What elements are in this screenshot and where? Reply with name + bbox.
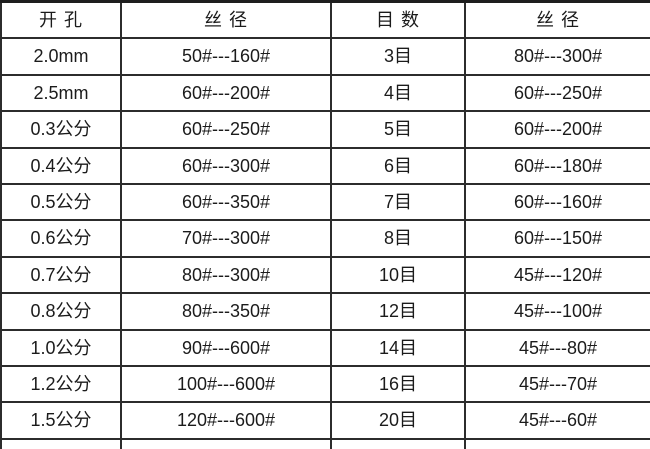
header-wire-diameter-1: 丝 径 [120,0,332,40]
table-cell: 1.2公分 [0,365,122,404]
table-cell: 5目 [330,110,466,149]
table-cell: 3目 [330,37,466,76]
table-cell: 60#---250# [464,73,650,113]
header-wire-diameter-2: 丝 径 [464,0,650,40]
table-cell: 90#---600# [120,328,332,368]
table-row: 1.0公分 90#---600# 14目 45#---80# [0,328,650,368]
table-cell: 45#---60# [464,401,650,440]
table-cell: 2.0mm [0,37,122,76]
table-cell: 60#---250# [120,110,332,149]
table-cell: 0.5公分 [0,183,122,222]
table-cell: 16目 [330,365,466,404]
table-cell: 7目 [330,183,466,222]
table-cell: 45#---120# [464,255,650,295]
table-cell: 0.4公分 [0,146,122,186]
table-row: 2.5mm 60#---200# 4目 60#---250# [0,73,650,113]
table-cell: 12目 [330,292,466,331]
table-row: 0.3公分 60#---250# 5目 60#---200# [0,110,650,149]
table-cell-empty [464,437,650,449]
header-mesh-count: 目 数 [330,0,466,40]
table-cell: 8目 [330,219,466,258]
table-cell: 80#---350# [120,292,332,331]
table-cell: 1.0公分 [0,328,122,368]
table-cell: 4目 [330,73,466,113]
table-cell: 120#---600# [120,401,332,440]
table-cell: 70#---300# [120,219,332,258]
table-row: 0.5公分 60#---350# 7目 60#---160# [0,183,650,222]
table-cell: 80#---300# [464,37,650,76]
table-cell: 60#---160# [464,183,650,222]
table-row: 2.0mm 50#---160# 3目 80#---300# [0,37,650,76]
table-row: 1.2公分 100#---600# 16目 45#---70# [0,365,650,404]
table-cell: 60#---180# [464,146,650,186]
table-cell: 0.6公分 [0,219,122,258]
table-cell: 45#---100# [464,292,650,331]
table-cell: 10目 [330,255,466,295]
table-cell: 2.5mm [0,73,122,113]
table-row: 0.6公分 70#---300# 8目 60#---150# [0,219,650,258]
table-row: 1.5公分 120#---600# 20目 45#---60# [0,401,650,440]
table-cell: 60#---200# [464,110,650,149]
table-cell-empty [330,437,466,449]
table-cell: 80#---300# [120,255,332,295]
table-cell: 45#---70# [464,365,650,404]
table-header-row: 开 孔 丝 径 目 数 丝 径 [0,0,650,40]
table-row-partial [0,437,650,449]
table-cell: 45#---80# [464,328,650,368]
table-cell: 20目 [330,401,466,440]
table-cell: 1.5公分 [0,401,122,440]
table-cell: 0.7公分 [0,255,122,295]
table-cell: 60#---200# [120,73,332,113]
table-row: 0.4公分 60#---300# 6目 60#---180# [0,146,650,186]
table-cell-empty [120,437,332,449]
table-cell: 6目 [330,146,466,186]
table-cell: 100#---600# [120,365,332,404]
table-cell: 14目 [330,328,466,368]
table-cell: 50#---160# [120,37,332,76]
table-cell: 60#---350# [120,183,332,222]
table-body: 2.0mm 50#---160# 3目 80#---300# 2.5mm 60#---20… [0,37,650,449]
table-cell: 0.8公分 [0,292,122,331]
table-cell: 60#---150# [464,219,650,258]
header-opening: 开 孔 [0,0,122,40]
table-cell: 60#---300# [120,146,332,186]
table-row: 0.8公分 80#---350# 12目 45#---100# [0,292,650,331]
table-row: 0.7公分 80#---300# 10目 45#---120# [0,255,650,295]
table-cell-empty [0,437,122,449]
table-cell: 0.3公分 [0,110,122,149]
